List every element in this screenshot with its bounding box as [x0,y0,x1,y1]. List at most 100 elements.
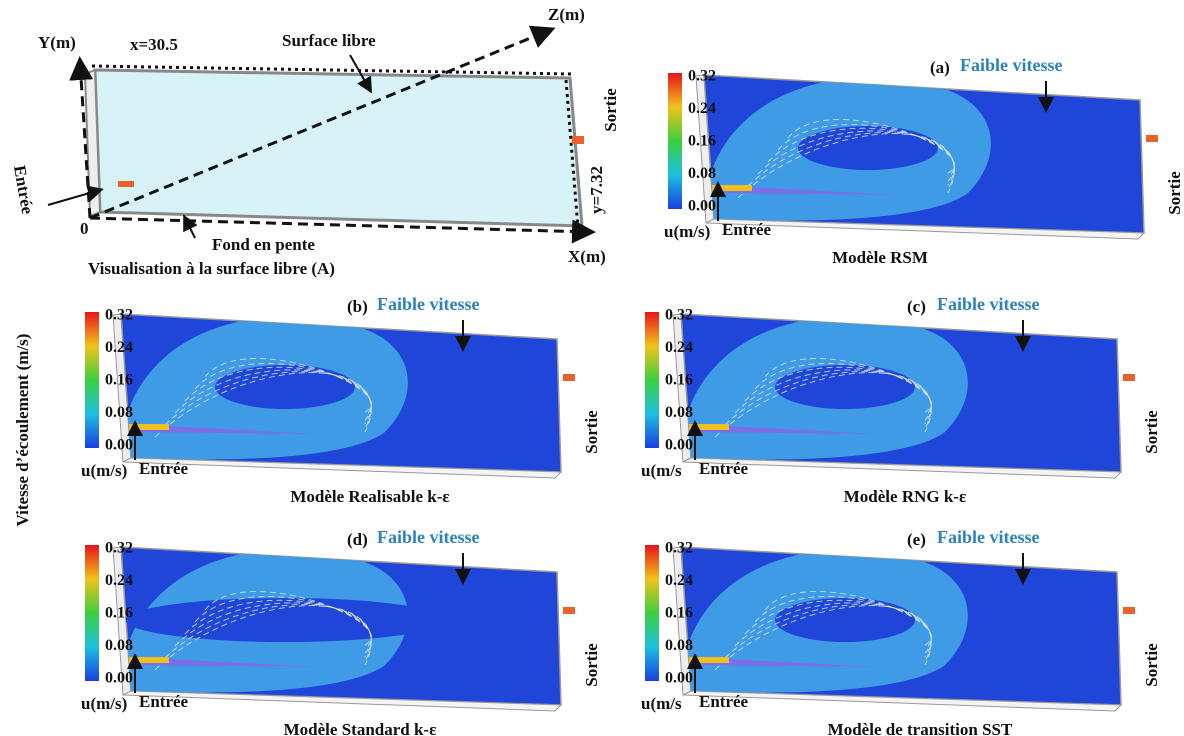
colorbar-tick-label: 0.00 [105,437,133,454]
jet-core [129,657,169,663]
flow-field [685,316,968,460]
channel-bottom [682,457,1123,479]
z-axis-label: Z(m) [548,5,585,24]
streamline [204,358,372,413]
length-label: x=30.5 [130,35,178,54]
streamline [764,591,932,646]
outlet-label: Sortie [601,88,620,132]
streamline [184,599,372,654]
panel-letter: (d) [347,530,368,549]
streamline [184,366,372,421]
origin-label: 0 [80,219,89,238]
panel-letter: (a) [930,58,950,77]
colorbar-tick-label: 0.32 [105,540,133,557]
streamline [154,372,372,438]
streamline [737,133,955,199]
channel-bottom [682,690,1123,712]
unit-label: u(m/s [641,461,682,480]
colorbar-tick-label: 0.00 [688,198,716,215]
channel-bottom [122,690,563,712]
colorbar-tick-label: 0.00 [665,437,693,454]
streamline [164,604,372,662]
colorbar [85,545,99,681]
outlet-label: Sortie [582,643,601,687]
bottom-label: Fond en pente [212,235,315,254]
colorbar-tick-label: 0.08 [688,165,716,182]
vortex-core [775,365,915,409]
low-speed-label: Faible vitesse [937,294,1039,314]
flow-field [125,316,408,460]
panel-caption: Modèle de transition SST [828,720,1013,736]
side-label: Vitesse d’écoulement (m/s) [13,334,32,527]
colorbar-tick-label: 0.00 [665,670,693,687]
jet [129,424,315,434]
colorbar [645,312,659,448]
low-speed-label: Faible vitesse [960,55,1062,75]
colorbar-tick-label: 0.08 [105,404,133,421]
model-panel: 0.32 0.24 0.16 0.08 0.00 u(m/s) Entrée Sortie (d… [81,527,601,736]
streamline [767,127,955,182]
inlet-label: Entrée [722,220,772,239]
outlet-label: Sortie [1142,410,1161,454]
jet-core [129,424,169,430]
unit-label: u(m/s) [81,694,127,713]
low-speed-label: Faible vitesse [377,527,479,547]
colorbar-tick-label: 0.24 [688,100,716,117]
model-panel: 0.32 0.24 0.16 0.08 0.00 u(m/s) Entrée Sortie (b… [81,294,601,506]
flow-field [708,77,991,221]
streamline [744,599,932,654]
streamline [764,358,932,413]
streamline [154,605,372,671]
outlet-label: Sortie [582,410,601,454]
streamline [747,132,955,190]
inlet-label: Entrée [139,692,189,711]
panel-letter: (e) [907,530,926,549]
jet [689,424,875,434]
panel-letter: (c) [907,297,926,316]
outlet-marker [1123,374,1135,381]
jet-core [689,424,729,430]
vortex-core [775,598,915,642]
panel-caption: Modèle RNG k-ε [844,487,966,506]
panel-caption: Modèle Realisable k-ε [290,487,449,506]
jet [129,657,315,667]
inlet-label: Entrée [139,459,189,478]
inlet-label: Entrée [699,459,749,478]
panel-caption: Modèle RSM [832,248,928,267]
outlet-marker [563,374,575,381]
x-axis-label: X(m) [568,247,606,266]
colorbar-tick-label: 0.24 [105,572,133,589]
surface-label: Surface libre [282,31,376,50]
jet [712,185,898,195]
colorbar [85,312,99,448]
model-panel: 0.32 0.24 0.16 0.08 0.00 u(m/s Entrée Sortie (e)… [641,527,1161,736]
vortex-core [125,598,445,642]
channel-bottom [705,218,1146,240]
unit-label: u(m/s) [81,461,127,480]
colorbar-tick-label: 0.32 [665,540,693,557]
schematic: Y(m) x=30.5 Surface libre Z(m) Sortie En… [10,5,620,278]
colorbar-tick-label: 0.16 [688,133,716,150]
low-speed-label: Faible vitesse [937,527,1039,547]
schematic-caption: Visualisation à la surface libre (A) [88,259,335,278]
streamline [714,372,932,438]
channel-bottom [122,457,563,479]
panel-letter: (b) [347,297,368,316]
model-panel: 0.32 0.24 0.16 0.08 0.00 u(m/s) Entrée Sortie (a… [664,55,1184,267]
colorbar-tick-label: 0.32 [105,307,133,324]
vortex-core [798,126,938,170]
colorbar-tick-label: 0.24 [105,339,133,356]
vortex-core [215,365,355,409]
outlet-label: Sortie [1142,643,1161,687]
colorbar-tick-label: 0.00 [105,670,133,687]
unit-label: u(m/s [641,694,682,713]
outlet-label: Sortie [1165,171,1184,215]
panel-caption: Modèle Standard k-ε [284,720,437,736]
jet-core [689,657,729,663]
low-speed-label: Faible vitesse [377,294,479,314]
colorbar-tick-label: 0.08 [665,404,693,421]
colorbar-tick-label: 0.08 [105,637,133,654]
colorbar-tick-label: 0.16 [665,372,693,389]
colorbar [645,545,659,681]
